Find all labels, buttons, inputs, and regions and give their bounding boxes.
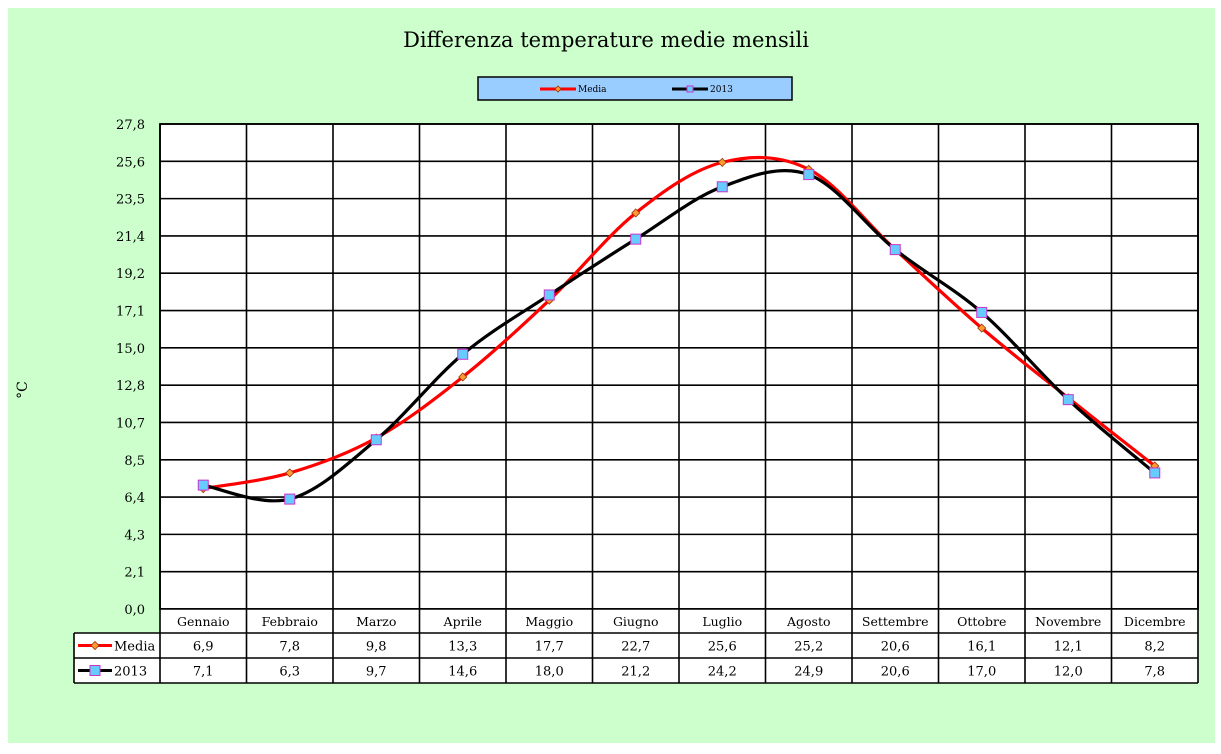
series-2013 bbox=[197, 168, 1161, 505]
series-group bbox=[197, 155, 1161, 505]
data-point-2013 bbox=[1149, 467, 1161, 479]
x-tick-label: Ottobre bbox=[957, 614, 1006, 629]
data-label-media: 8,2 bbox=[1144, 640, 1165, 655]
x-tick-label: Marzo bbox=[356, 614, 396, 629]
data-table: Gennaio Febbraio Marzo Aprile Maggio Giugno Lu… bbox=[73, 608, 1199, 684]
y-tick-label: 12,8 bbox=[116, 379, 145, 394]
data-label-media: 13,3 bbox=[448, 640, 477, 655]
data-point-2013 bbox=[284, 493, 296, 505]
data-label-media: 9,8 bbox=[366, 640, 387, 655]
legend: Media 2013 bbox=[477, 76, 793, 101]
data-label-2013: 7,1 bbox=[193, 665, 214, 680]
data-label-2013: 17,0 bbox=[967, 665, 996, 680]
data-label-2013: 9,7 bbox=[366, 665, 387, 680]
data-label-2013: 6,3 bbox=[279, 665, 300, 680]
data-label-media: 20,6 bbox=[881, 640, 910, 655]
legend-label-2013: 2013 bbox=[710, 85, 733, 95]
legend-box bbox=[477, 76, 793, 101]
y-tick-label: 25,6 bbox=[116, 155, 145, 170]
data-label-2013: 12,0 bbox=[1054, 665, 1083, 680]
data-point-2013 bbox=[716, 181, 728, 193]
data-label-2013: 21,2 bbox=[621, 665, 650, 680]
data-point-media bbox=[717, 157, 727, 167]
table-key-marker-2013 bbox=[89, 665, 101, 676]
data-label-media: 7,8 bbox=[279, 640, 300, 655]
table-key-marker-media bbox=[90, 640, 100, 651]
data-label-2013: 24,9 bbox=[794, 665, 823, 680]
data-label-2013: 7,8 bbox=[1144, 665, 1165, 680]
data-point-media bbox=[458, 372, 468, 382]
data-point-media bbox=[977, 323, 987, 333]
y-tick-label: 21,4 bbox=[116, 230, 145, 245]
data-label-media: 17,7 bbox=[535, 640, 564, 655]
grid bbox=[159, 123, 1199, 610]
data-point-2013 bbox=[889, 244, 901, 256]
x-tick-label: Gennaio bbox=[177, 614, 229, 629]
data-point-2013 bbox=[1062, 394, 1074, 406]
data-label-2013: 24,2 bbox=[708, 665, 737, 680]
data-label-media: 12,1 bbox=[1054, 640, 1083, 655]
x-tick-label: Maggio bbox=[525, 614, 573, 629]
data-label-media: 25,6 bbox=[708, 640, 737, 655]
table-series-name-2013: 2013 bbox=[114, 665, 147, 680]
y-tick-label: 0,0 bbox=[124, 603, 145, 618]
data-point-media bbox=[631, 208, 641, 218]
x-tick-label: Luglio bbox=[702, 614, 742, 629]
data-point-2013 bbox=[197, 479, 209, 491]
data-label-2013: 20,6 bbox=[881, 665, 910, 680]
data-point-2013 bbox=[976, 306, 988, 318]
data-label-media: 22,7 bbox=[621, 640, 650, 655]
legend-marker-media bbox=[554, 85, 562, 93]
y-tick-label: 6,4 bbox=[124, 491, 145, 506]
y-axis-ticks: 0,0 2,1 4,3 6,4 8,5 10,7 12,8 15,0 17,1 19,2 21,4 2… bbox=[116, 118, 145, 618]
data-label-media: 25,2 bbox=[794, 640, 823, 655]
data-point-2013 bbox=[630, 233, 642, 245]
y-tick-label: 8,5 bbox=[124, 454, 145, 469]
y-tick-label: 17,1 bbox=[116, 305, 145, 320]
data-point-media bbox=[285, 468, 295, 478]
x-tick-label: Agosto bbox=[786, 614, 831, 629]
y-tick-label: 2,1 bbox=[124, 566, 145, 581]
data-label-media: 6,9 bbox=[193, 640, 214, 655]
y-axis-label: °C bbox=[15, 381, 31, 399]
chart-title: Differenza temperature medie mensili bbox=[403, 28, 809, 52]
data-label-2013: 14,6 bbox=[448, 665, 477, 680]
x-tick-label: Giugno bbox=[613, 614, 659, 629]
y-tick-label: 10,7 bbox=[116, 416, 145, 431]
x-tick-label: Aprile bbox=[443, 614, 482, 629]
x-tick-label: Dicembre bbox=[1124, 614, 1186, 629]
table-series-name-media: Media bbox=[114, 640, 155, 655]
legend-label-media: Media bbox=[578, 85, 607, 95]
legend-marker-2013 bbox=[686, 85, 694, 93]
y-tick-label: 23,5 bbox=[116, 193, 145, 208]
data-point-2013 bbox=[803, 169, 815, 181]
data-point-2013 bbox=[370, 434, 382, 446]
data-point-2013 bbox=[543, 289, 555, 301]
data-label-media: 16,1 bbox=[967, 640, 996, 655]
x-tick-label: Febbraio bbox=[262, 614, 318, 629]
y-tick-label: 27,8 bbox=[116, 118, 145, 133]
y-tick-label: 15,0 bbox=[116, 342, 145, 357]
data-point-2013 bbox=[457, 348, 469, 360]
x-tick-label: Novembre bbox=[1035, 614, 1101, 629]
data-label-2013: 18,0 bbox=[535, 665, 564, 680]
y-tick-label: 4,3 bbox=[124, 528, 145, 543]
x-tick-label: Settembre bbox=[862, 614, 929, 629]
y-tick-label: 19,2 bbox=[116, 267, 145, 282]
